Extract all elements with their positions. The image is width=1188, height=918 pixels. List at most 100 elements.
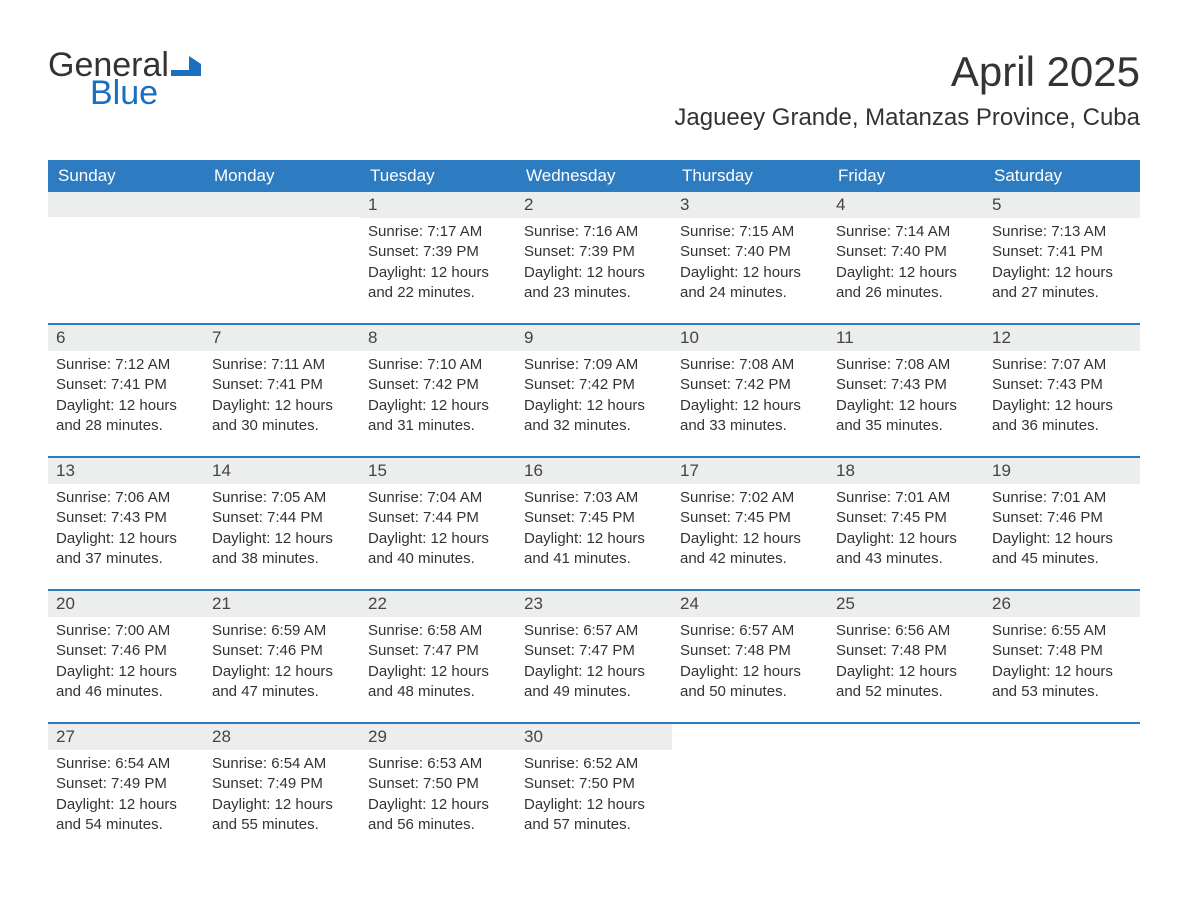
day-body: Sunrise: 7:01 AMSunset: 7:45 PMDaylight:… — [828, 484, 984, 569]
month-title: April 2025 — [674, 48, 1140, 96]
weekday-header: Monday — [204, 160, 360, 192]
day-number: 19 — [984, 458, 1140, 484]
day-body: Sunrise: 6:53 AMSunset: 7:50 PMDaylight:… — [360, 750, 516, 835]
day-number: 7 — [204, 325, 360, 351]
sunset-text: Sunset: 7:41 PM — [212, 375, 352, 395]
sunset-text: Sunset: 7:40 PM — [680, 242, 820, 262]
calendar-day — [828, 724, 984, 843]
sunrise-text: Sunrise: 7:14 AM — [836, 222, 976, 242]
calendar-day: 19Sunrise: 7:01 AMSunset: 7:46 PMDayligh… — [984, 458, 1140, 577]
day-number: 9 — [516, 325, 672, 351]
sunset-text: Sunset: 7:50 PM — [524, 774, 664, 794]
sunrise-text: Sunrise: 7:00 AM — [56, 621, 196, 641]
calendar-day: 11Sunrise: 7:08 AMSunset: 7:43 PMDayligh… — [828, 325, 984, 444]
calendar-day: 8Sunrise: 7:10 AMSunset: 7:42 PMDaylight… — [360, 325, 516, 444]
sunrise-text: Sunrise: 7:10 AM — [368, 355, 508, 375]
daylight-text: Daylight: 12 hours and 54 minutes. — [56, 795, 196, 836]
sunset-text: Sunset: 7:47 PM — [368, 641, 508, 661]
daylight-text: Daylight: 12 hours and 32 minutes. — [524, 396, 664, 437]
sunrise-text: Sunrise: 7:07 AM — [992, 355, 1132, 375]
day-number: 29 — [360, 724, 516, 750]
sunset-text: Sunset: 7:47 PM — [524, 641, 664, 661]
sunrise-text: Sunrise: 7:17 AM — [368, 222, 508, 242]
sunset-text: Sunset: 7:40 PM — [836, 242, 976, 262]
day-number: 13 — [48, 458, 204, 484]
sunrise-text: Sunrise: 7:15 AM — [680, 222, 820, 242]
day-body: Sunrise: 7:05 AMSunset: 7:44 PMDaylight:… — [204, 484, 360, 569]
daylight-text: Daylight: 12 hours and 53 minutes. — [992, 662, 1132, 703]
day-number — [984, 724, 1140, 749]
day-number — [48, 192, 204, 217]
daylight-text: Daylight: 12 hours and 28 minutes. — [56, 396, 196, 437]
sunrise-text: Sunrise: 7:08 AM — [680, 355, 820, 375]
sunrise-text: Sunrise: 6:58 AM — [368, 621, 508, 641]
calendar-day: 2Sunrise: 7:16 AMSunset: 7:39 PMDaylight… — [516, 192, 672, 311]
weekday-header: Wednesday — [516, 160, 672, 192]
calendar-day: 14Sunrise: 7:05 AMSunset: 7:44 PMDayligh… — [204, 458, 360, 577]
calendar-day: 23Sunrise: 6:57 AMSunset: 7:47 PMDayligh… — [516, 591, 672, 710]
calendar-week: 13Sunrise: 7:06 AMSunset: 7:43 PMDayligh… — [48, 456, 1140, 577]
sunset-text: Sunset: 7:50 PM — [368, 774, 508, 794]
calendar-day: 29Sunrise: 6:53 AMSunset: 7:50 PMDayligh… — [360, 724, 516, 843]
sunrise-text: Sunrise: 6:57 AM — [680, 621, 820, 641]
daylight-text: Daylight: 12 hours and 26 minutes. — [836, 263, 976, 304]
sunrise-text: Sunrise: 7:02 AM — [680, 488, 820, 508]
calendar-day — [984, 724, 1140, 843]
day-body: Sunrise: 7:15 AMSunset: 7:40 PMDaylight:… — [672, 218, 828, 303]
day-number: 14 — [204, 458, 360, 484]
calendar-day: 27Sunrise: 6:54 AMSunset: 7:49 PMDayligh… — [48, 724, 204, 843]
day-body: Sunrise: 6:58 AMSunset: 7:47 PMDaylight:… — [360, 617, 516, 702]
calendar-week: 20Sunrise: 7:00 AMSunset: 7:46 PMDayligh… — [48, 589, 1140, 710]
calendar-week: 6Sunrise: 7:12 AMSunset: 7:41 PMDaylight… — [48, 323, 1140, 444]
day-number: 27 — [48, 724, 204, 750]
daylight-text: Daylight: 12 hours and 48 minutes. — [368, 662, 508, 703]
calendar-day: 4Sunrise: 7:14 AMSunset: 7:40 PMDaylight… — [828, 192, 984, 311]
calendar-day: 5Sunrise: 7:13 AMSunset: 7:41 PMDaylight… — [984, 192, 1140, 311]
sunrise-text: Sunrise: 6:55 AM — [992, 621, 1132, 641]
day-body: Sunrise: 7:11 AMSunset: 7:41 PMDaylight:… — [204, 351, 360, 436]
day-number: 17 — [672, 458, 828, 484]
sunset-text: Sunset: 7:39 PM — [368, 242, 508, 262]
calendar-day: 16Sunrise: 7:03 AMSunset: 7:45 PMDayligh… — [516, 458, 672, 577]
day-body: Sunrise: 7:14 AMSunset: 7:40 PMDaylight:… — [828, 218, 984, 303]
daylight-text: Daylight: 12 hours and 35 minutes. — [836, 396, 976, 437]
calendar-week: 27Sunrise: 6:54 AMSunset: 7:49 PMDayligh… — [48, 722, 1140, 843]
daylight-text: Daylight: 12 hours and 46 minutes. — [56, 662, 196, 703]
daylight-text: Daylight: 12 hours and 30 minutes. — [212, 396, 352, 437]
sunrise-text: Sunrise: 7:06 AM — [56, 488, 196, 508]
day-body: Sunrise: 7:02 AMSunset: 7:45 PMDaylight:… — [672, 484, 828, 569]
sunrise-text: Sunrise: 7:08 AM — [836, 355, 976, 375]
day-number: 3 — [672, 192, 828, 218]
day-body: Sunrise: 7:00 AMSunset: 7:46 PMDaylight:… — [48, 617, 204, 702]
sunset-text: Sunset: 7:48 PM — [992, 641, 1132, 661]
day-body: Sunrise: 7:12 AMSunset: 7:41 PMDaylight:… — [48, 351, 204, 436]
sunrise-text: Sunrise: 6:59 AM — [212, 621, 352, 641]
daylight-text: Daylight: 12 hours and 36 minutes. — [992, 396, 1132, 437]
daylight-text: Daylight: 12 hours and 41 minutes. — [524, 529, 664, 570]
sunset-text: Sunset: 7:44 PM — [212, 508, 352, 528]
day-number: 2 — [516, 192, 672, 218]
weekday-header-row: Sunday Monday Tuesday Wednesday Thursday… — [48, 160, 1140, 192]
location: Jagueey Grande, Matanzas Province, Cuba — [674, 104, 1140, 132]
daylight-text: Daylight: 12 hours and 57 minutes. — [524, 795, 664, 836]
sunrise-text: Sunrise: 6:53 AM — [368, 754, 508, 774]
day-number: 10 — [672, 325, 828, 351]
daylight-text: Daylight: 12 hours and 52 minutes. — [836, 662, 976, 703]
daylight-text: Daylight: 12 hours and 42 minutes. — [680, 529, 820, 570]
sunrise-text: Sunrise: 7:03 AM — [524, 488, 664, 508]
day-number: 6 — [48, 325, 204, 351]
sunset-text: Sunset: 7:44 PM — [368, 508, 508, 528]
day-body: Sunrise: 7:17 AMSunset: 7:39 PMDaylight:… — [360, 218, 516, 303]
sunset-text: Sunset: 7:45 PM — [680, 508, 820, 528]
day-number: 1 — [360, 192, 516, 218]
day-body: Sunrise: 6:57 AMSunset: 7:47 PMDaylight:… — [516, 617, 672, 702]
sunrise-text: Sunrise: 7:09 AM — [524, 355, 664, 375]
calendar-day — [204, 192, 360, 311]
day-number: 20 — [48, 591, 204, 617]
sunrise-text: Sunrise: 6:54 AM — [212, 754, 352, 774]
calendar-day: 22Sunrise: 6:58 AMSunset: 7:47 PMDayligh… — [360, 591, 516, 710]
sunrise-text: Sunrise: 7:01 AM — [836, 488, 976, 508]
day-body: Sunrise: 7:07 AMSunset: 7:43 PMDaylight:… — [984, 351, 1140, 436]
sunset-text: Sunset: 7:46 PM — [992, 508, 1132, 528]
daylight-text: Daylight: 12 hours and 45 minutes. — [992, 529, 1132, 570]
